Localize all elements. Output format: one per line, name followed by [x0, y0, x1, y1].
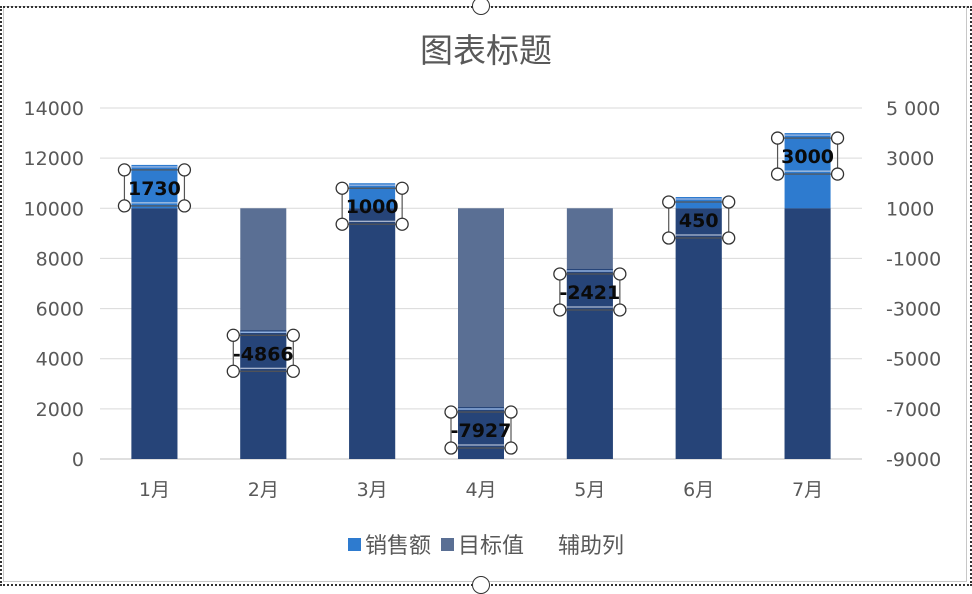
x-tick-label: 7月 [792, 479, 823, 501]
label-handle [226, 328, 240, 342]
sales-bar-excess [675, 197, 722, 209]
legend-swatch [440, 537, 454, 551]
legend-swatch [534, 538, 554, 551]
legend-item[interactable]: 辅助列 [534, 528, 624, 560]
label-handle [444, 405, 458, 419]
y-tick-label: 14000 [24, 98, 84, 120]
y2-tick-label: 3000 [886, 148, 934, 170]
x-tick-label: 2月 [248, 479, 279, 501]
data-label-box [559, 273, 621, 311]
x-tick-label: 5月 [574, 479, 605, 501]
label-handle [830, 167, 845, 181]
y2-tick-label: -7000 [886, 399, 941, 421]
label-handle [770, 167, 785, 181]
y2-tick-label: -9000 [886, 449, 941, 471]
sales-bar [675, 208, 722, 459]
data-label: 1000 [346, 196, 399, 218]
legend-item[interactable]: 目标值 [440, 528, 524, 560]
label-handle [722, 195, 736, 209]
x-tick-label: 1月 [139, 479, 170, 501]
sales-bar [131, 208, 178, 459]
legend-swatch [347, 537, 361, 551]
label-handle [770, 131, 785, 145]
x-tick-label: 6月 [683, 479, 714, 501]
sales-bar [349, 208, 396, 459]
label-handle [830, 131, 845, 145]
y2-tick-label: -3000 [886, 299, 941, 321]
label-handle [504, 441, 518, 455]
resize-handle-top[interactable] [472, 0, 490, 15]
y2-tick-label: 1000 [886, 198, 934, 220]
data-label: -7927 [451, 420, 512, 442]
label-handle [177, 163, 192, 177]
y-tick-label: 10000 [24, 198, 84, 220]
data-label-box [450, 411, 512, 449]
label-handle [395, 217, 409, 231]
y-tick-label: 8000 [36, 248, 84, 270]
label-handle [613, 303, 627, 317]
label-handle [504, 405, 518, 419]
sales-bar [784, 208, 831, 459]
x-tick-label: 3月 [357, 479, 388, 501]
data-label: 1730 [128, 178, 181, 200]
y2-tick-label: -1000 [886, 248, 941, 270]
sales-bar-excess [349, 183, 396, 209]
data-label: 3000 [781, 146, 834, 168]
y-tick-label: 0 [72, 449, 84, 471]
y2-tick-label: -5000 [886, 349, 941, 371]
label-handle [226, 364, 240, 378]
label-handle [444, 441, 458, 455]
sales-bar [458, 407, 504, 459]
legend[interactable]: 销售额 目标值 辅助列 [0, 528, 972, 560]
y-tick-label: 12000 [24, 148, 84, 170]
legend-item[interactable]: 销售额 [347, 528, 431, 560]
label-handle [553, 303, 567, 317]
y-tick-label: 2000 [36, 399, 84, 421]
data-label: 450 [679, 210, 719, 232]
sales-bar-excess [131, 164, 178, 209]
label-handle [613, 267, 627, 281]
legend-label: 销售额 [364, 534, 431, 559]
data-label: -2421 [559, 282, 620, 304]
sales-bar [240, 330, 287, 459]
data-label-box [776, 137, 839, 175]
sales-bar [566, 268, 613, 459]
label-handle [335, 217, 349, 231]
label-handle [117, 163, 132, 177]
data-label-box [123, 169, 186, 207]
y-tick-label: 4000 [36, 349, 84, 371]
legend-label: 辅助列 [558, 534, 625, 559]
label-handle [395, 181, 409, 195]
chart-title[interactable]: 图表标题 [420, 31, 552, 70]
label-handle [722, 231, 736, 245]
data-label-box [232, 334, 294, 372]
label-handle [117, 199, 132, 213]
label-handle [286, 328, 300, 342]
data-label-box [341, 187, 403, 225]
label-handle [662, 195, 676, 209]
data-label-box [668, 201, 730, 239]
label-handle [553, 267, 567, 281]
y2-tick-label: 5 000 [886, 98, 940, 120]
data-label: -4866 [233, 343, 294, 365]
label-handle [177, 199, 192, 213]
label-handle [286, 364, 300, 378]
label-handle [662, 231, 676, 245]
legend-label: 目标值 [457, 534, 524, 559]
label-handle [335, 181, 349, 195]
y-tick-label: 6000 [36, 299, 84, 321]
x-tick-label: 4月 [465, 479, 496, 501]
